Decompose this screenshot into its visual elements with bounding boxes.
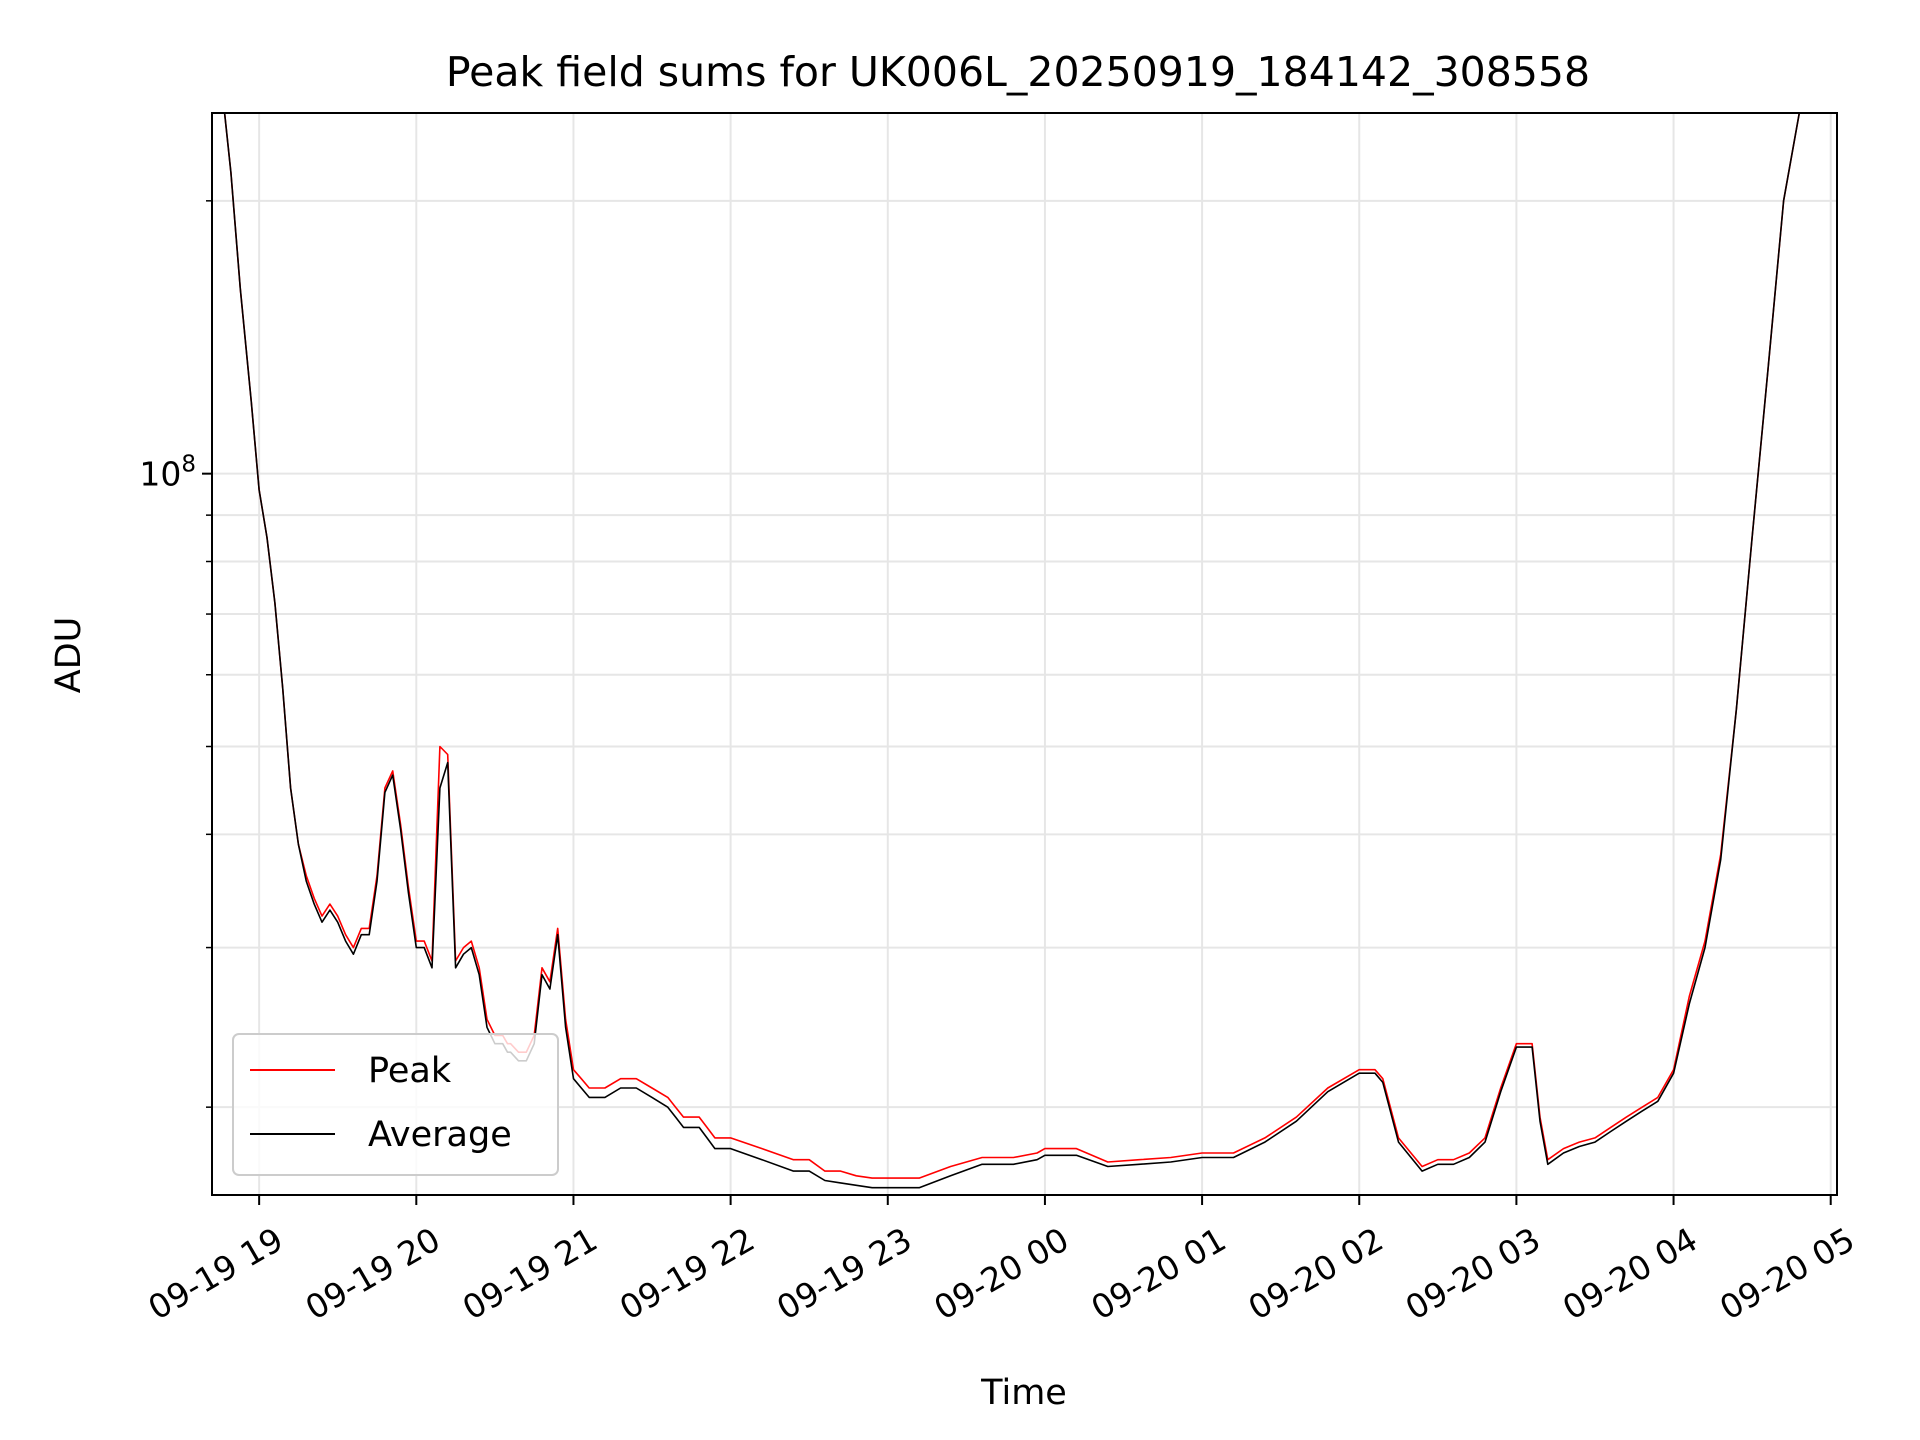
series-line-peak [223,113,1837,1179]
chart-title: Peak field sums for UK006L_20250919_1841… [446,48,1590,96]
grid [212,113,1837,1195]
plot-frame [211,112,1838,1196]
series-layer [223,113,1837,1189]
x-axis-label: Time [980,1373,1067,1413]
legend-label-average: Average [368,1115,512,1155]
legend: Peak Average [232,1033,559,1176]
series-line-average [223,113,1837,1189]
y-axis-label: ADU [49,617,89,694]
y-tick-label: 108 [139,452,196,494]
legend-label-peak: Peak [368,1051,452,1091]
